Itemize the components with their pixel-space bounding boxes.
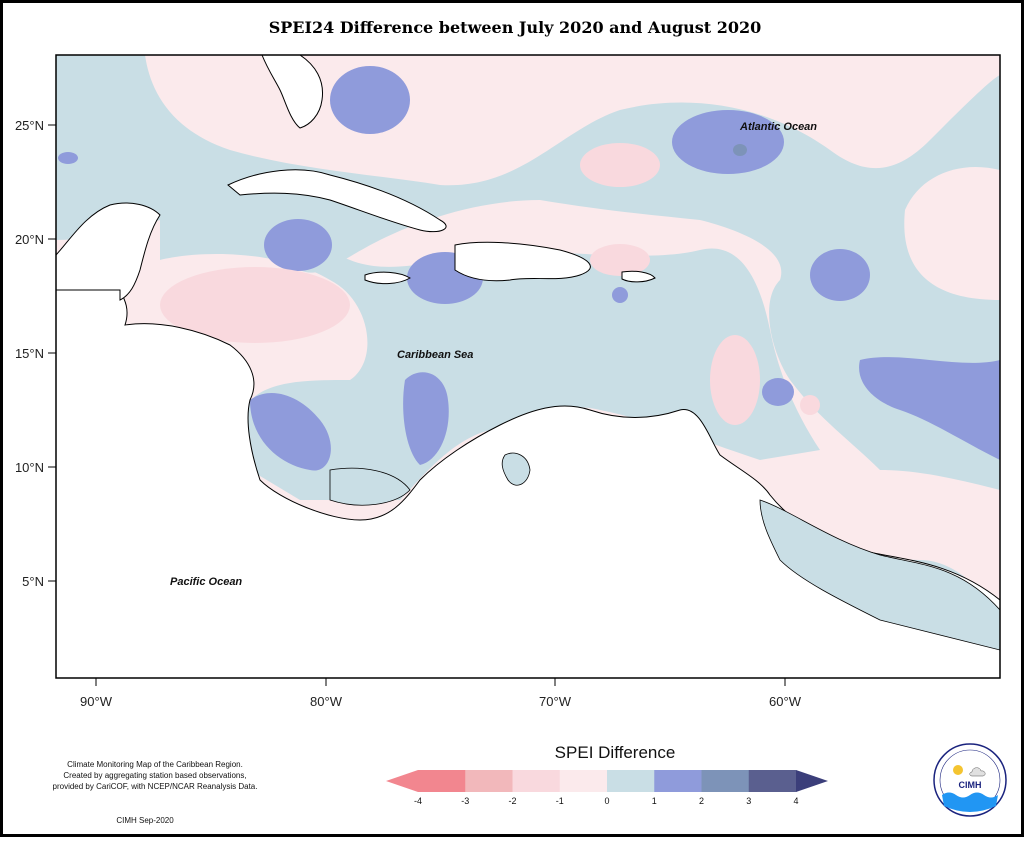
axis-ticks [48,124,786,686]
y-tick-10n: 10°N [15,460,44,475]
patch-atlantic [672,110,784,174]
legend-swatch [559,770,608,792]
patch-panama [329,467,411,506]
patch-colombia-basin [403,372,449,465]
land-florida [261,55,324,129]
land-puerto-rico [621,270,656,283]
patch-puerto-rico [612,287,628,303]
legend-tick-label: 3 [746,796,751,806]
patch-pink-antilles [710,335,760,425]
legend-tick-label: 1 [652,796,657,806]
legend-swatch [607,770,655,792]
legend-arrow-low [386,770,418,792]
label-caribbean-sea: Caribbean Sea [397,349,473,361]
patch-pink-hispaniola [590,244,650,276]
y-tick-15n: 15°N [15,346,44,361]
y-tick-5n: 5°N [22,574,44,589]
legend-swatch [418,770,466,792]
land-hispaniola [454,241,591,282]
logo-name: CIMH [959,780,982,790]
land-cuba [227,169,447,233]
legend-title: SPEI Difference [555,743,676,762]
y-tick-25n: 25°N [15,118,44,133]
legend-swatch [701,770,750,792]
legend-tick-label: -2 [508,796,516,806]
legend-swatch [748,770,797,792]
legend-swatch [654,770,702,792]
y-tick-20n: 20°N [15,232,44,247]
legend-swatch [512,770,561,792]
legend-swatch [465,770,513,792]
cimh-logo: CIMH [933,743,1007,817]
patch-east [810,249,870,301]
map-title: SPEI24 Difference between July 2020 and … [268,18,762,37]
legend-colorbar: -4 -3 -2 -1 0 1 2 3 4 [386,770,828,806]
label-pacific-ocean: Pacific Ocean [170,576,242,588]
x-tick-70w: 70°W [539,694,572,709]
patch-pink-small [800,395,820,415]
legend-tick-label: 2 [699,796,704,806]
x-tick-80w: 80°W [310,694,343,709]
x-tick-60w: 60°W [769,694,802,709]
cloud-icon [969,767,986,777]
land [56,55,1000,678]
note-line-2: Created by aggregating station based obs… [63,771,247,780]
spei-field [56,55,1000,678]
legend-tick-label: 0 [604,796,609,806]
sun-icon [953,765,963,775]
x-tick-90w: 90°W [80,694,113,709]
land-jamaica [364,271,411,285]
label-atlantic-ocean: Atlantic Ocean [739,121,817,133]
patch-pink-west [160,267,350,343]
patch-gulf [58,152,78,164]
patch-barbados [762,378,794,406]
patch-bahamas [330,66,410,134]
legend-tick-label: 4 [793,796,798,806]
wave-icon [942,792,998,812]
footer-note: CIMH Sep-2020 [116,816,174,825]
legend-tick-label: -4 [414,796,422,806]
patch-nicaragua [250,392,331,471]
patch-tropical-atlantic [859,357,1000,460]
description-note: Climate Monitoring Map of the Caribbean … [30,759,280,792]
legend-arrow-high [796,770,828,792]
patch-cayman [264,219,332,271]
patch-pink-atlantic [580,143,660,187]
patch-atlantic-core [733,144,747,156]
note-line-1: Climate Monitoring Map of the Caribbean … [67,760,243,769]
patch-venezuela-coast [501,452,531,486]
note-line-3: provided by CariCOF, with NCEP/NCAR Rean… [52,782,258,791]
map-border [55,54,1001,679]
legend-tick-label: -1 [556,796,564,806]
land-gulf-coast [56,202,161,301]
patch-guianas [759,499,1000,651]
legend-tick-label: -3 [461,796,469,806]
